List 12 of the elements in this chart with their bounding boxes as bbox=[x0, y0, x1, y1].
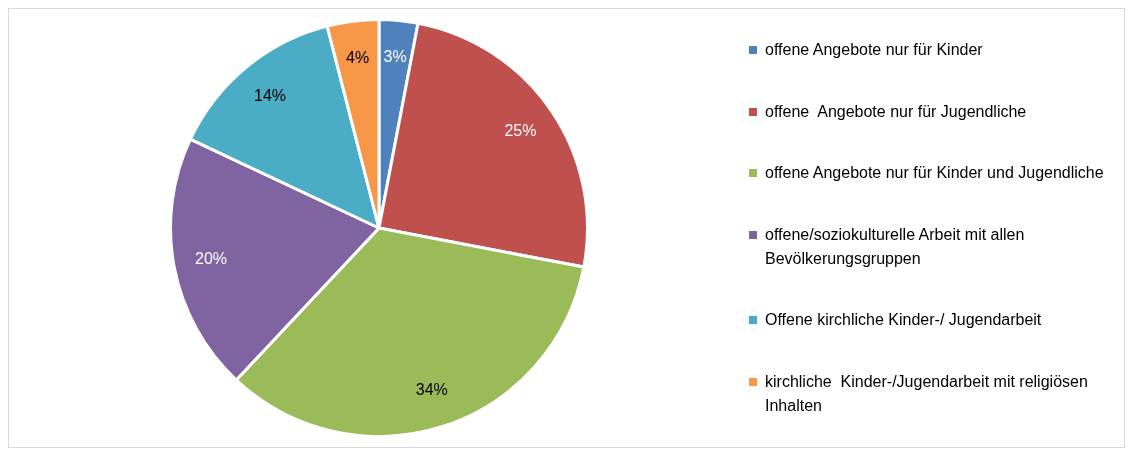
data-label: 14% bbox=[254, 86, 287, 104]
data-label: 3% bbox=[383, 48, 407, 66]
data-label: 34% bbox=[415, 381, 448, 399]
legend-label: offene/soziokulturelle Arbeit mit allen Bevölkerungsgruppen bbox=[765, 224, 1026, 269]
legend-label: offene Angebote nur für Jugendliche bbox=[765, 101, 1028, 122]
legend-label: offene Angebote nur für Kinder und Jugendliche bbox=[765, 163, 1105, 184]
legend-label: offene Angebote nur für Kinder bbox=[765, 40, 984, 60]
legend-label: Offene kirchliche Kinder-/ Jugendarbeit bbox=[765, 310, 1043, 331]
data-label: 4% bbox=[346, 48, 370, 66]
legend-label: kirchliche Kinder-/Jugendarbeit mit religiösen Inhalten bbox=[765, 371, 1089, 416]
data-label: 25% bbox=[504, 122, 537, 140]
data-label: 20% bbox=[195, 250, 228, 268]
